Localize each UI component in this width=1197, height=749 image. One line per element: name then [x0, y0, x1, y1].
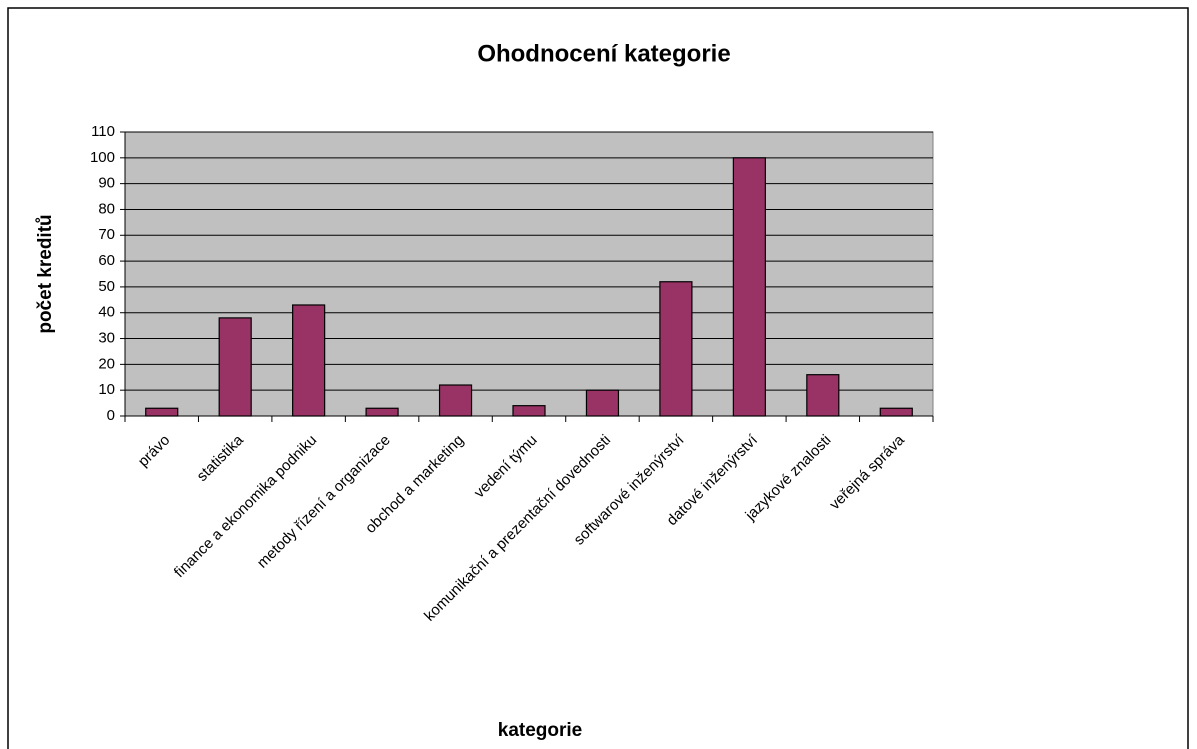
chart-title: Ohodnocení kategorie	[477, 40, 730, 67]
y-tick-label: 70	[98, 226, 115, 243]
bar	[145, 407, 179, 417]
y-tick-label: 40	[98, 304, 115, 321]
y-tick-label: 90	[98, 175, 115, 192]
y-tick-label: 110	[91, 123, 115, 140]
y-tick-label: 0	[107, 407, 115, 424]
y-axis-title: počet kreditů	[35, 214, 56, 333]
y-tick-label: 10	[98, 381, 115, 398]
y-tick-label: 100	[90, 149, 115, 166]
y-tick-label: 50	[98, 278, 115, 295]
bar	[585, 389, 620, 417]
bar	[512, 405, 546, 417]
bar	[292, 304, 326, 417]
y-tick-label: 30	[98, 330, 115, 347]
x-axis-title: kategorie	[498, 720, 582, 741]
bar	[879, 407, 913, 417]
plot-area	[124, 131, 934, 417]
bar	[806, 374, 840, 417]
y-tick-label: 80	[98, 200, 115, 217]
bar	[438, 384, 473, 417]
bar	[218, 317, 252, 417]
bar	[659, 281, 693, 417]
y-tick-label: 20	[98, 355, 115, 372]
y-tick-label: 60	[98, 252, 115, 269]
bar	[732, 157, 766, 417]
bar	[365, 407, 399, 417]
